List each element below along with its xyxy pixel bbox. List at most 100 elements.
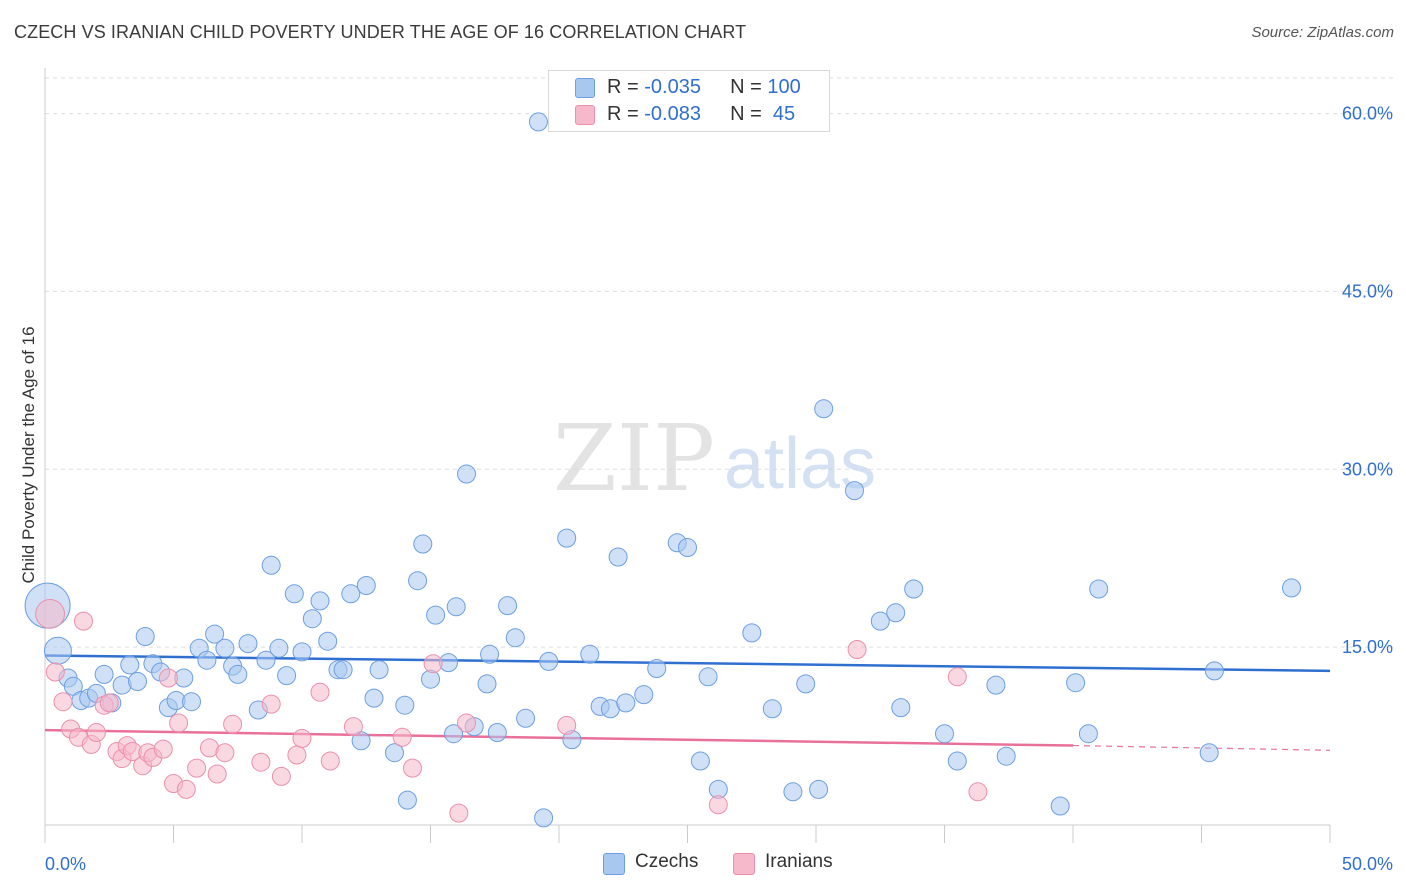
data-point-czechs <box>845 481 864 501</box>
data-point-iranians <box>343 717 363 737</box>
data-point-czechs <box>408 571 428 591</box>
tick-labels: 15.0% 30.0% 45.0% 60.0% 0.0% 50.0% <box>45 104 1393 874</box>
legend-n-label: N = <box>730 76 768 98</box>
data-point-czechs <box>647 659 667 678</box>
data-point-iranians <box>153 739 173 759</box>
data-point-iranians <box>53 692 73 712</box>
data-point-iranians <box>271 766 291 786</box>
series-swatch-iranians <box>733 853 755 875</box>
data-point-czechs <box>341 584 361 604</box>
data-point-czechs <box>616 693 636 713</box>
data-point-czechs <box>395 695 415 715</box>
data-point-czechs <box>904 579 924 599</box>
legend-n-value: 45 <box>767 103 796 125</box>
data-point-czechs <box>128 672 147 691</box>
data-point-iranians <box>207 764 227 784</box>
legend-swatch-iranians <box>575 105 595 125</box>
data-point-czechs <box>1066 673 1086 693</box>
data-point-czechs <box>487 723 507 742</box>
data-point-czechs <box>891 698 911 718</box>
data-point-czechs <box>43 636 72 665</box>
data-point-czechs <box>421 669 440 689</box>
series-swatch-czechs <box>603 853 625 875</box>
data-point-iranians <box>287 745 307 765</box>
x-tick-label: 50.0% <box>1342 854 1393 874</box>
data-point-czechs <box>369 660 389 680</box>
data-point-czechs <box>333 660 353 680</box>
data-point-czechs <box>318 631 338 651</box>
trendline-iranians-extrapolated <box>1072 744 1331 751</box>
data-point-czechs <box>205 624 225 644</box>
data-point-iranians <box>392 727 412 747</box>
data-point-czechs <box>310 591 330 611</box>
y-tick-label: 15.0% <box>1342 637 1393 657</box>
data-point-czechs <box>444 724 464 744</box>
data-point-czechs <box>698 667 718 687</box>
y-tick-label: 30.0% <box>1342 459 1393 479</box>
data-point-iranians <box>86 723 106 742</box>
data-point-czechs <box>215 638 235 658</box>
data-point-czechs <box>678 538 697 557</box>
data-point-iranians <box>187 758 207 778</box>
data-point-iranians <box>35 599 65 629</box>
data-point-iranians <box>320 751 340 771</box>
data-point-czechs <box>397 790 417 810</box>
data-point-iranians <box>158 668 178 688</box>
data-point-czechs <box>870 611 890 631</box>
data-point-czechs <box>457 464 476 484</box>
data-point-czechs <box>498 596 518 616</box>
data-point-czechs <box>1199 743 1219 763</box>
legend-swatch-czechs <box>575 78 595 98</box>
grid-lines <box>45 77 1395 648</box>
data-point-iranians <box>45 662 65 682</box>
data-point-czechs <box>197 650 217 670</box>
data-point-czechs <box>1282 578 1301 598</box>
data-point-czechs <box>557 528 577 548</box>
data-point-czechs <box>385 743 404 763</box>
data-point-iranians <box>847 640 867 659</box>
axes <box>44 68 1331 843</box>
data-point-iranians <box>261 694 281 714</box>
legend-n-value: 100 <box>767 76 801 98</box>
data-point-iranians <box>449 803 469 823</box>
data-point-czechs <box>182 692 201 712</box>
data-point-czechs <box>528 112 548 132</box>
data-point-czechs <box>809 779 829 799</box>
data-point-czechs <box>292 642 312 662</box>
data-point-czechs <box>762 699 782 719</box>
source-label: Source: ZipAtlas.com <box>1251 24 1394 41</box>
legend-r-value: -0.035 <box>644 76 701 98</box>
data-point-iranians <box>292 728 312 748</box>
legend-r-value: -0.083 <box>644 103 701 125</box>
data-point-iranians <box>947 667 967 687</box>
data-point-czechs <box>634 685 654 705</box>
data-point-czechs <box>539 651 559 671</box>
series-label-iranians: Iranians <box>765 851 833 872</box>
y-tick-label: 60.0% <box>1342 104 1393 124</box>
data-point-iranians <box>708 795 728 815</box>
data-point-czechs <box>135 627 155 646</box>
data-point-czechs <box>228 664 248 684</box>
data-point-czechs <box>742 623 762 643</box>
watermark-zip: ZIP <box>553 405 715 512</box>
data-point-czechs <box>477 674 497 694</box>
data-point-czechs <box>277 666 297 686</box>
data-point-czechs <box>814 399 834 419</box>
trendline-iranians <box>44 728 1074 747</box>
data-point-czechs <box>1089 579 1109 599</box>
data-point-iranians <box>74 611 93 631</box>
data-point-iranians <box>423 654 443 674</box>
series-label-czechs: Czechs <box>635 851 699 872</box>
data-point-czechs <box>796 674 816 694</box>
data-point-czechs <box>364 688 384 708</box>
y-axis-label: Child Poverty Under the Age of 16 <box>19 326 38 583</box>
data-point-czechs <box>238 634 258 654</box>
data-point-czechs <box>516 708 536 728</box>
chart-title: CZECH VS IRANIAN CHILD POVERTY UNDER THE… <box>14 22 747 42</box>
data-point-czechs <box>261 555 281 575</box>
data-point-iranians <box>223 714 243 734</box>
data-point-czechs <box>505 628 525 648</box>
legend-n-label: N = <box>730 103 768 125</box>
data-point-czechs <box>608 547 628 567</box>
